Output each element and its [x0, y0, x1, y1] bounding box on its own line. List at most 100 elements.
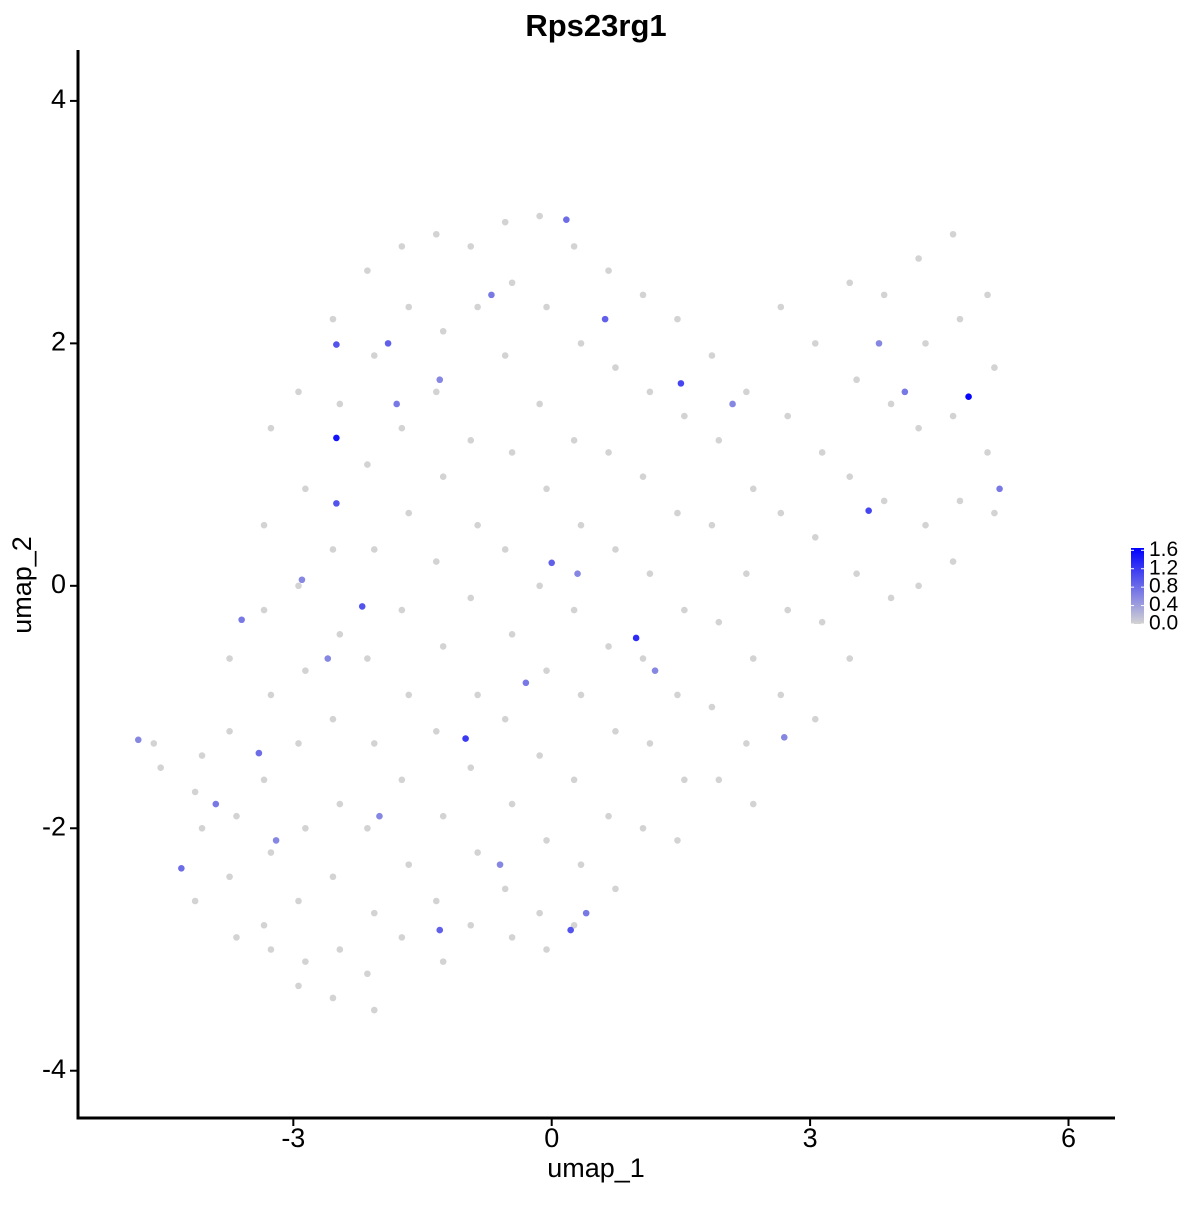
point	[543, 667, 550, 674]
point	[996, 485, 1003, 493]
point	[508, 449, 516, 456]
point	[915, 255, 922, 262]
point	[398, 424, 406, 432]
point	[674, 315, 681, 323]
point	[749, 485, 757, 493]
point	[639, 291, 647, 299]
point	[715, 437, 723, 444]
y-tick-label: 2	[51, 326, 66, 356]
x-tick-label: 3	[803, 1123, 818, 1153]
point	[639, 473, 647, 481]
point	[681, 776, 688, 784]
point	[743, 388, 750, 396]
point	[887, 400, 895, 408]
point	[651, 667, 659, 674]
point	[432, 558, 440, 565]
point	[708, 352, 716, 359]
point	[432, 897, 440, 905]
point	[329, 715, 337, 723]
point	[398, 934, 406, 941]
point	[582, 909, 590, 917]
point	[729, 400, 736, 408]
color-bar	[1131, 548, 1144, 624]
color-tick-label: 0.4	[1149, 593, 1179, 616]
point	[267, 849, 275, 856]
point	[364, 655, 371, 662]
point	[467, 764, 475, 771]
point	[329, 546, 337, 553]
point	[508, 279, 516, 287]
y-tick-label: 4	[51, 84, 66, 114]
point	[605, 267, 612, 274]
point	[536, 400, 543, 408]
point	[522, 679, 530, 687]
point	[370, 1006, 378, 1014]
point	[302, 667, 309, 674]
point	[267, 946, 275, 953]
point	[439, 958, 447, 965]
point	[639, 824, 647, 832]
point	[260, 521, 268, 529]
point	[811, 534, 819, 541]
point	[563, 216, 570, 224]
point	[267, 691, 275, 699]
point	[632, 634, 640, 642]
point	[336, 800, 344, 808]
point	[260, 606, 268, 614]
point	[198, 824, 206, 832]
point	[577, 521, 585, 529]
point	[336, 631, 344, 638]
point	[467, 921, 475, 929]
point	[370, 909, 378, 917]
point	[364, 824, 371, 832]
point	[370, 740, 378, 747]
point	[226, 873, 233, 881]
point	[488, 291, 495, 299]
point	[570, 606, 578, 614]
point	[501, 885, 509, 893]
point	[439, 473, 447, 481]
point	[780, 734, 788, 741]
point	[811, 340, 819, 347]
point	[846, 473, 854, 481]
point	[212, 800, 220, 808]
point	[336, 946, 344, 953]
color-tick-label: 1.2	[1149, 556, 1178, 579]
point	[818, 618, 826, 626]
point	[467, 437, 475, 444]
point	[574, 570, 581, 577]
point	[536, 909, 543, 917]
point	[467, 243, 475, 250]
point	[302, 485, 309, 493]
point	[646, 740, 654, 747]
point	[984, 291, 991, 299]
point	[364, 267, 371, 274]
point	[439, 812, 447, 820]
point	[577, 340, 585, 347]
point	[853, 570, 860, 577]
point	[302, 824, 309, 832]
point	[384, 340, 392, 347]
point	[777, 303, 785, 311]
point	[405, 303, 413, 311]
point	[784, 412, 792, 420]
point	[298, 576, 306, 584]
point	[370, 546, 378, 553]
point	[901, 388, 909, 396]
point	[811, 715, 819, 723]
point	[915, 424, 922, 432]
point	[570, 243, 578, 250]
color-tick-label: 1.6	[1149, 538, 1178, 561]
point	[501, 546, 509, 553]
point	[846, 279, 854, 287]
point	[295, 740, 302, 747]
point	[605, 449, 612, 456]
point	[777, 691, 785, 699]
y-tick-label: -4	[42, 1054, 66, 1084]
point	[474, 849, 481, 856]
point	[191, 897, 199, 905]
point	[295, 582, 302, 590]
point	[543, 946, 550, 953]
point	[570, 437, 578, 444]
point	[949, 412, 957, 420]
